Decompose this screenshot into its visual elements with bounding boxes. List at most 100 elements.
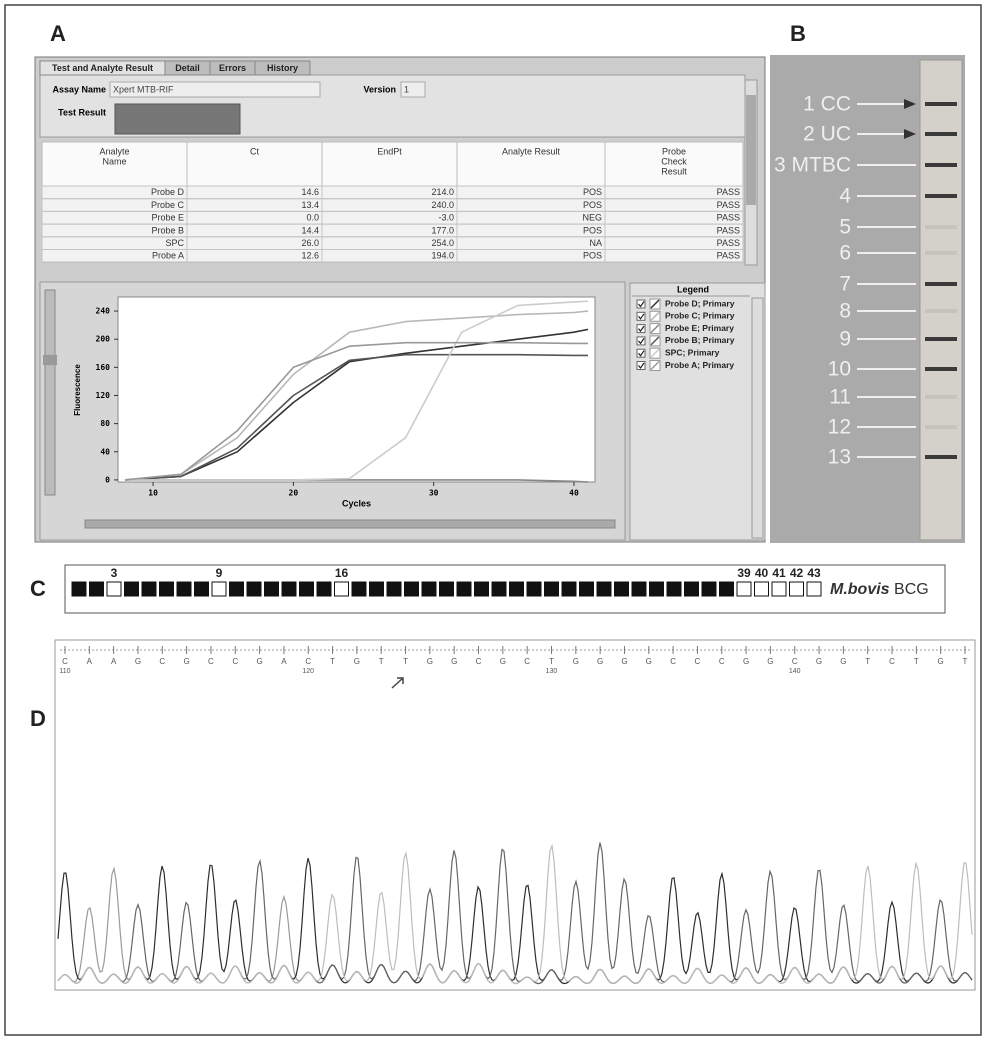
strip-band (925, 425, 957, 429)
table-value: PASS (717, 213, 740, 223)
panel-label: C (30, 576, 46, 601)
legend-label: Probe D; Primary (665, 298, 735, 308)
strip-label: 1 CC (803, 93, 851, 116)
strip-label: 11 (829, 386, 851, 409)
table-value: Probe C (151, 200, 185, 210)
x-tick-label: 40 (569, 489, 579, 498)
spacer-present (492, 582, 506, 596)
horizontal-slider[interactable] (85, 520, 615, 528)
figure: A B C D Test and Analyte Result Detail Errors H… (0, 0, 989, 1042)
spacer-present (615, 582, 629, 596)
legend-label: Probe B; Primary (665, 335, 735, 345)
assay-name: Xpert MTB-RIF (113, 84, 174, 94)
legend-scrollbar[interactable] (752, 298, 763, 538)
base-call: C (889, 657, 895, 666)
tab-label[interactable]: History (267, 63, 298, 73)
strip-band (925, 337, 957, 341)
spacer-absent (737, 582, 751, 596)
table-value: POS (583, 251, 602, 261)
base-call: C (524, 657, 530, 666)
strip-band (925, 163, 957, 167)
table-value: PASS (717, 187, 740, 197)
table-value: PASS (717, 225, 740, 235)
panel-label: B (790, 21, 806, 46)
base-call: C (476, 657, 482, 666)
x-axis-label: Cycles (342, 498, 371, 508)
table-value: 14.4 (301, 225, 319, 235)
spacer-number: 39 (737, 566, 751, 580)
base-call: G (646, 657, 652, 666)
column-header: Analyte Result (502, 146, 561, 156)
spacer-present (720, 582, 734, 596)
spacer-present (440, 582, 454, 596)
panel-label: D (30, 706, 46, 731)
base-call: G (938, 657, 944, 666)
base-call: T (330, 657, 335, 666)
table-value: 14.6 (301, 187, 319, 197)
y-tick-label: 40 (100, 447, 110, 456)
table-value: POS (583, 225, 602, 235)
y-tick-label: 0 (105, 475, 110, 484)
strip-band (925, 251, 957, 255)
base-call: T (549, 657, 554, 666)
strip-band (925, 367, 957, 371)
tab-label[interactable]: Errors (219, 63, 246, 73)
legend-label: Probe E; Primary (665, 323, 734, 333)
table-value: Probe A (152, 251, 184, 261)
base-call: C (695, 657, 701, 666)
base-call: T (379, 657, 384, 666)
strip-band (925, 132, 957, 136)
table-value: NA (589, 238, 602, 248)
spacer-absent (335, 582, 349, 596)
table-value: PASS (717, 238, 740, 248)
base-call: C (159, 657, 165, 666)
version: 1 (404, 84, 409, 94)
panel-label: A (50, 21, 66, 46)
scroll-thumb[interactable] (746, 95, 756, 205)
spacer-absent (107, 582, 121, 596)
base-position: 130 (546, 668, 558, 675)
table-value: POS (583, 200, 602, 210)
tab-label[interactable]: Detail (175, 63, 200, 73)
column-header: Check (661, 156, 687, 166)
table-value: 177.0 (431, 225, 454, 235)
spacer-present (72, 582, 86, 596)
spacer-present (370, 582, 384, 596)
table-value: 254.0 (431, 238, 454, 248)
spacer-present (457, 582, 471, 596)
y-tick-label: 240 (96, 307, 111, 316)
strain-label: M.bovis BCG (830, 581, 929, 598)
strip-band (925, 194, 957, 198)
legend-label: Probe C; Primary (665, 311, 735, 321)
spacer-present (475, 582, 489, 596)
y-tick-label: 160 (96, 363, 111, 372)
table-value: SPC (165, 238, 184, 248)
spacer-present (685, 582, 699, 596)
y-tick-label: 120 (96, 391, 111, 400)
spacer-present (527, 582, 541, 596)
table-value: -3.0 (438, 213, 454, 223)
base-call: G (621, 657, 627, 666)
spacer-present (265, 582, 279, 596)
vertical-slider[interactable] (45, 290, 55, 495)
spacer-present (352, 582, 366, 596)
field-label: Assay Name (52, 84, 106, 94)
table-value: 214.0 (431, 187, 454, 197)
strip-label: 9 (839, 328, 851, 351)
test-result-field (115, 104, 240, 134)
legend-title: Legend (677, 284, 709, 294)
strip-label: 13 (828, 446, 851, 469)
slider-thumb[interactable] (43, 355, 57, 365)
tab-label[interactable]: Test and Analyte Result (52, 63, 153, 73)
strip-label: 4 (839, 185, 851, 208)
spacer-present (562, 582, 576, 596)
base-call: G (427, 657, 433, 666)
strip-band (925, 225, 957, 229)
strip-label: 3 MTBC (774, 154, 851, 177)
chromatogram-box (55, 640, 975, 990)
strip-band (925, 395, 957, 399)
strip-label: 5 (839, 216, 851, 239)
y-tick-label: 80 (100, 419, 110, 428)
x-tick-label: 30 (429, 489, 439, 498)
column-header: Name (102, 156, 126, 166)
